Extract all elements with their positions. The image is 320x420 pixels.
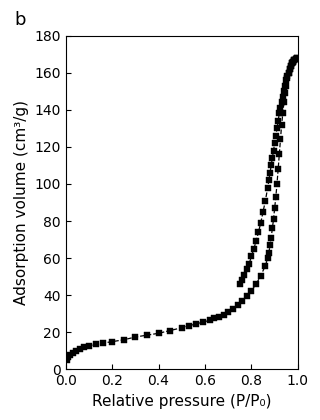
Y-axis label: Adsorption volume (cm³/g): Adsorption volume (cm³/g) [14,100,29,305]
X-axis label: Relative pressure (P/P₀): Relative pressure (P/P₀) [92,394,272,409]
Text: b: b [15,11,26,29]
